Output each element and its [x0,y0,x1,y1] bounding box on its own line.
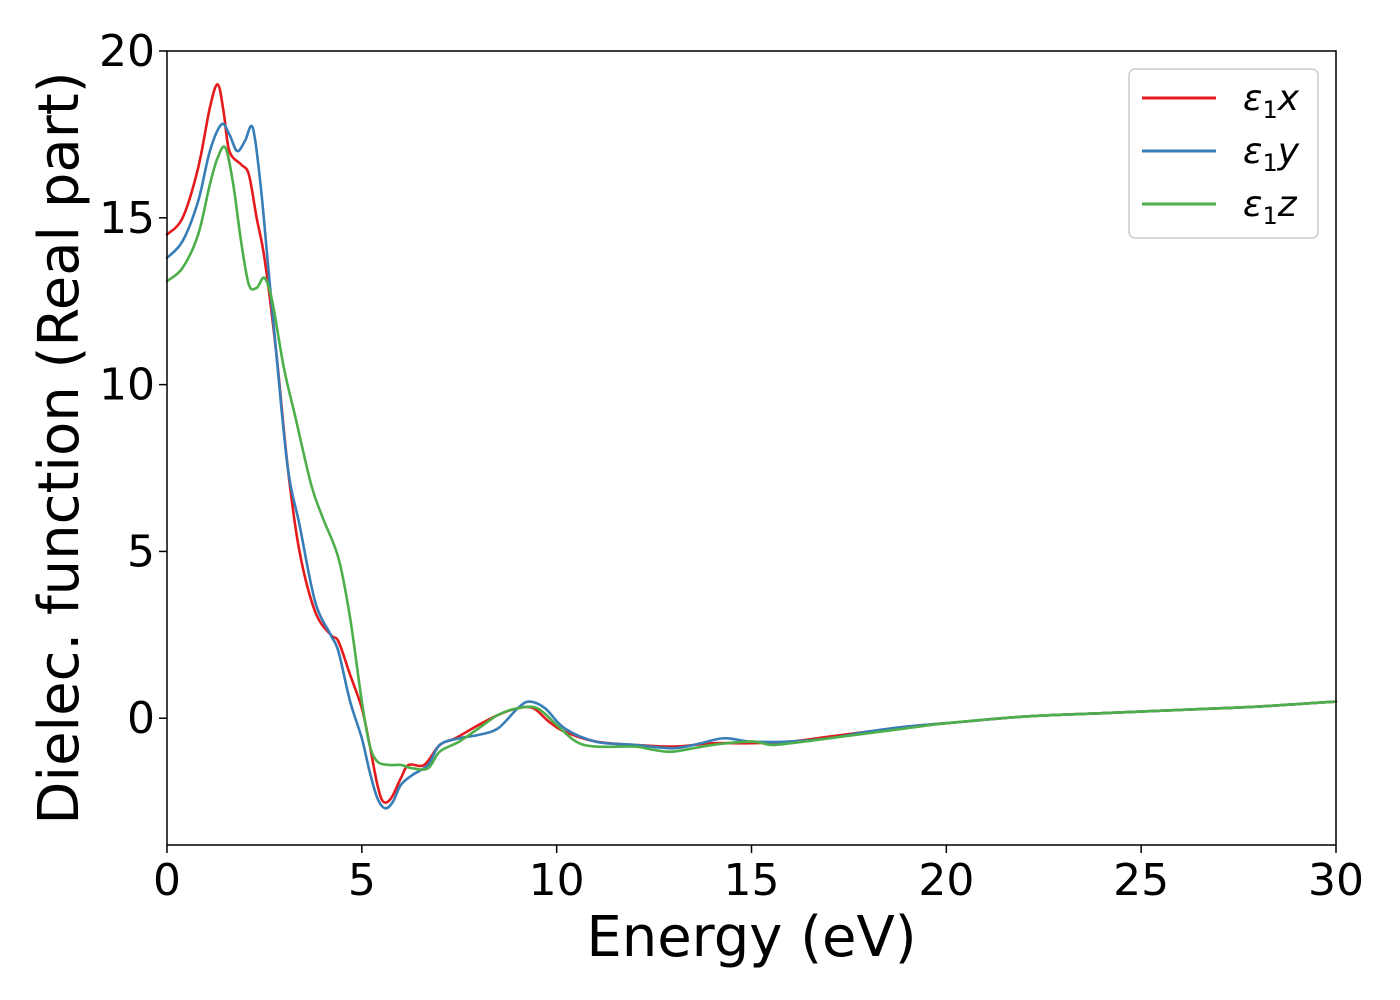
y-tick-label: 15 [99,193,155,244]
x-tick-label: 30 [1308,855,1364,906]
legend-label: ε1z [1243,184,1298,230]
y-tick-label: 0 [127,693,155,744]
ticks-layer: 0 5 10 15 20 25 30 0 5 10 15 20 [99,26,1364,906]
series-layer [165,83,1338,810]
legend: ε1x ε1y ε1z [1128,68,1319,239]
x-tick-label: 20 [918,855,974,906]
x-axis-title: Energy (eV) [586,905,916,970]
y-axis-title: Dielec. function (Real part) [27,71,92,824]
x-tick-label: 10 [529,855,585,906]
legend-label: ε1y [1243,131,1300,177]
x-tick-label: 5 [348,855,376,906]
x-tick-label: 15 [724,855,780,906]
series-line-3 [165,145,1338,771]
series-line-1 [165,83,1338,804]
y-tick-label: 5 [127,526,155,577]
legend-label: ε1x [1243,78,1300,124]
y-tick-label: 20 [99,26,155,77]
x-tick-label: 0 [153,855,181,906]
x-tick-label: 25 [1113,855,1169,906]
legend-box [1128,68,1319,239]
y-tick-label: 10 [99,360,155,411]
